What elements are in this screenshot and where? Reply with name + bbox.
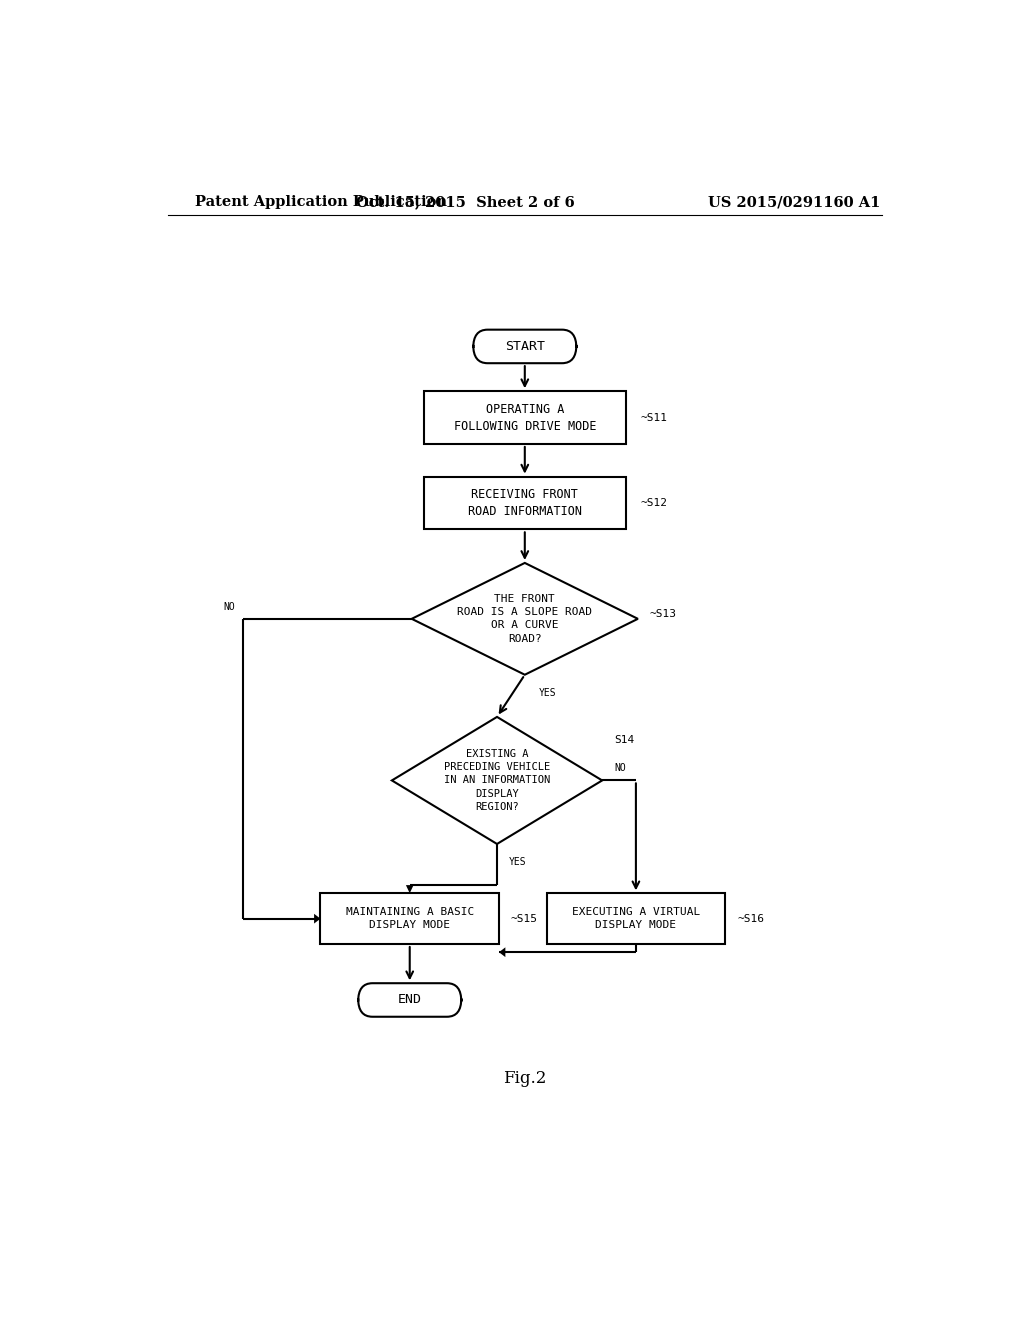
Text: Fig.2: Fig.2 [503, 1069, 547, 1086]
Text: EXISTING A
PRECEDING VEHICLE
IN AN INFORMATION
DISPLAY
REGION?: EXISTING A PRECEDING VEHICLE IN AN INFOR… [443, 748, 550, 812]
Polygon shape [406, 886, 414, 894]
Bar [424, 477, 626, 529]
Text: YES: YES [539, 688, 557, 698]
Text: NO: NO [614, 763, 626, 774]
Text: END: END [397, 994, 422, 1006]
Text: ~S11: ~S11 [640, 413, 668, 422]
Text: EXECUTING A VIRTUAL
DISPLAY MODE: EXECUTING A VIRTUAL DISPLAY MODE [571, 907, 700, 931]
Text: RECEIVING FRONT
ROAD INFORMATION: RECEIVING FRONT ROAD INFORMATION [468, 488, 582, 517]
Text: ~S15: ~S15 [511, 913, 538, 924]
Polygon shape [499, 948, 506, 957]
Polygon shape [392, 717, 602, 843]
Text: THE FRONT
ROAD IS A SLOPE ROAD
OR A CURVE
ROAD?: THE FRONT ROAD IS A SLOPE ROAD OR A CURV… [458, 594, 592, 644]
Bar [547, 894, 725, 944]
Text: MAINTAINING A BASIC
DISPLAY MODE: MAINTAINING A BASIC DISPLAY MODE [346, 907, 474, 931]
Text: US 2015/0291160 A1: US 2015/0291160 A1 [709, 195, 881, 209]
Bar [321, 894, 499, 944]
Text: NO: NO [223, 602, 236, 611]
FancyBboxPatch shape [358, 983, 461, 1016]
Text: OPERATING A
FOLLOWING DRIVE MODE: OPERATING A FOLLOWING DRIVE MODE [454, 403, 596, 433]
Text: ~S16: ~S16 [737, 913, 764, 924]
Text: ~S13: ~S13 [650, 609, 677, 619]
Text: START: START [505, 341, 545, 352]
Polygon shape [412, 562, 638, 675]
Bar [424, 391, 626, 444]
FancyBboxPatch shape [473, 330, 577, 363]
Text: YES: YES [509, 857, 526, 867]
Polygon shape [314, 913, 321, 924]
Text: ~S12: ~S12 [640, 498, 668, 508]
Text: S14: S14 [614, 735, 634, 744]
Text: Oct. 15, 2015  Sheet 2 of 6: Oct. 15, 2015 Sheet 2 of 6 [356, 195, 574, 209]
Text: Patent Application Publication: Patent Application Publication [196, 195, 447, 209]
